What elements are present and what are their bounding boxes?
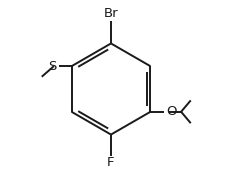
Text: S: S <box>48 60 57 73</box>
Text: O: O <box>166 105 177 118</box>
Text: Br: Br <box>104 7 118 20</box>
Text: F: F <box>107 156 115 169</box>
